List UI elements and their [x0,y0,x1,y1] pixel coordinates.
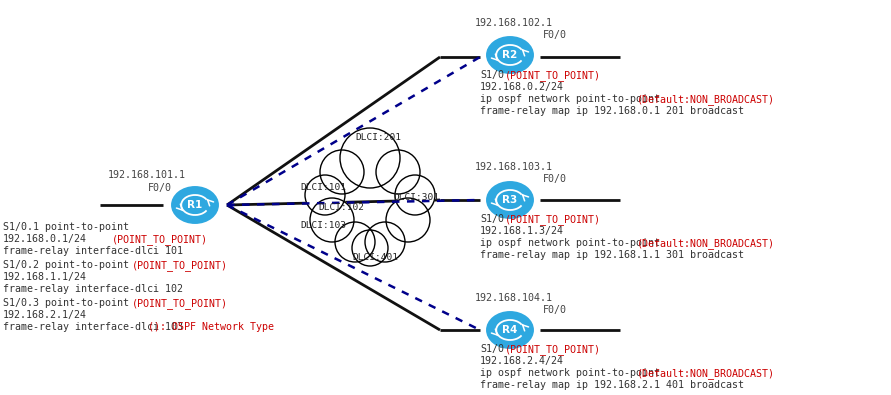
Ellipse shape [485,35,535,75]
Text: R1: R1 [187,200,202,210]
Text: R2: R2 [503,50,518,60]
Text: frame-relay map ip 192.168.1.1 301 broadcast: frame-relay map ip 192.168.1.1 301 broad… [480,250,744,260]
Ellipse shape [170,185,220,225]
Circle shape [376,150,420,194]
Text: (): OSPF Network Type: (): OSPF Network Type [148,322,274,332]
Text: DLCI:101: DLCI:101 [300,184,346,192]
Text: ip ospf network point-to-point: ip ospf network point-to-point [480,368,660,378]
Text: 192.168.1.3/24: 192.168.1.3/24 [480,226,564,236]
Text: (POINT_TO_POINT): (POINT_TO_POINT) [505,70,601,81]
Text: (POINT_TO_POINT): (POINT_TO_POINT) [112,234,208,245]
Text: 192.168.102.1: 192.168.102.1 [475,18,553,28]
Text: frame-relay map ip 192.168.0.1 201 broadcast: frame-relay map ip 192.168.0.1 201 broad… [480,106,744,116]
Circle shape [335,222,375,262]
Text: DLCI:102: DLCI:102 [318,203,364,211]
Text: 192.168.0.2/24: 192.168.0.2/24 [480,82,564,92]
Text: 192.168.2.4/24: 192.168.2.4/24 [480,356,564,366]
Text: DLCI:401: DLCI:401 [352,254,398,263]
Text: F0/0: F0/0 [543,305,567,315]
Text: 192.168.101.1: 192.168.101.1 [108,170,186,180]
Text: (POINT_TO_POINT): (POINT_TO_POINT) [505,214,601,225]
Text: (Default:NON_BROADCAST): (Default:NON_BROADCAST) [637,368,775,379]
Text: ip ospf network point-to-point: ip ospf network point-to-point [480,238,660,248]
Text: F0/0: F0/0 [543,30,567,40]
Circle shape [365,222,405,262]
Text: 192.168.1.1/24: 192.168.1.1/24 [3,272,87,282]
Circle shape [305,175,345,215]
Text: ip ospf network point-to-point: ip ospf network point-to-point [480,94,660,104]
Text: S1/0.1 point-to-point: S1/0.1 point-to-point [3,222,129,232]
Text: S1/0: S1/0 [480,214,504,224]
Circle shape [310,198,354,242]
Text: F0/0: F0/0 [543,174,567,184]
Text: frame-relay interface-dlci 103: frame-relay interface-dlci 103 [3,322,183,332]
Text: DLCI:103: DLCI:103 [300,220,346,229]
Circle shape [340,128,400,188]
Text: (POINT_TO_POINT): (POINT_TO_POINT) [132,260,228,271]
Circle shape [386,198,430,242]
Text: R3: R3 [503,195,518,205]
Text: DLCI:301: DLCI:301 [393,194,439,203]
Text: 192.168.0.1/24: 192.168.0.1/24 [3,234,87,244]
Text: (Default:NON_BROADCAST): (Default:NON_BROADCAST) [637,94,775,105]
Text: 192.168.103.1: 192.168.103.1 [475,162,553,172]
Text: (POINT_TO_POINT): (POINT_TO_POINT) [505,344,601,355]
Text: frame-relay interface-dlci 101: frame-relay interface-dlci 101 [3,246,183,256]
Text: S1/0: S1/0 [480,70,504,80]
Text: 192.168.104.1: 192.168.104.1 [475,293,553,303]
Text: (POINT_TO_POINT): (POINT_TO_POINT) [132,298,228,309]
Text: S1/0: S1/0 [480,344,504,354]
Circle shape [395,175,435,215]
Circle shape [320,150,364,194]
Text: 192.168.2.1/24: 192.168.2.1/24 [3,310,87,320]
Text: F0/0: F0/0 [148,183,172,193]
Circle shape [352,230,388,266]
Text: R4: R4 [503,325,518,335]
Text: S1/0.2 point-to-point: S1/0.2 point-to-point [3,260,129,270]
Text: S1/0.3 point-to-point: S1/0.3 point-to-point [3,298,129,308]
Ellipse shape [485,180,535,220]
Text: frame-relay map ip 192.168.2.1 401 broadcast: frame-relay map ip 192.168.2.1 401 broad… [480,380,744,390]
Text: DLCI:201: DLCI:201 [355,134,401,143]
Text: (Default:NON_BROADCAST): (Default:NON_BROADCAST) [637,238,775,249]
Ellipse shape [485,310,535,350]
Text: frame-relay interface-dlci 102: frame-relay interface-dlci 102 [3,284,183,294]
